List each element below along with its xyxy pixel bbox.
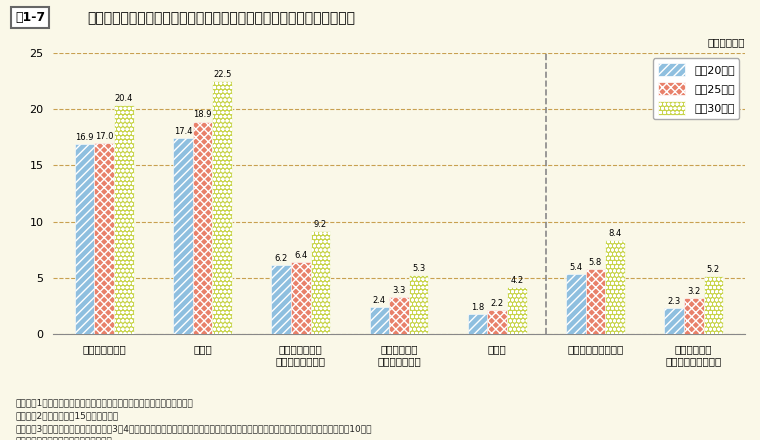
- Bar: [291, 262, 311, 334]
- Text: 20.4: 20.4: [115, 94, 133, 103]
- Text: 図1-7: 図1-7: [15, 11, 46, 24]
- Bar: [271, 264, 291, 334]
- Bar: [212, 81, 232, 334]
- Bar: [94, 143, 114, 334]
- Bar: [566, 274, 586, 334]
- Text: 3.2: 3.2: [687, 287, 701, 296]
- Text: 5.8: 5.8: [589, 258, 602, 267]
- Text: 9.2: 9.2: [314, 220, 327, 229]
- Text: 16.9: 16.9: [75, 133, 94, 142]
- Bar: [507, 287, 527, 334]
- Text: 5.3: 5.3: [412, 264, 426, 273]
- Text: 2.4: 2.4: [373, 296, 386, 305]
- Text: 18.9: 18.9: [193, 110, 212, 120]
- Bar: [193, 121, 212, 334]
- Bar: [311, 231, 331, 334]
- Text: 適用者に占める女性の割合: 適用者に占める女性の割合: [15, 438, 112, 440]
- Text: （単位：％）: （単位：％）: [708, 37, 745, 47]
- Text: 1.8: 1.8: [471, 303, 484, 312]
- Text: 2.3: 2.3: [667, 297, 681, 307]
- Bar: [389, 297, 409, 334]
- Text: 3.3: 3.3: [392, 286, 406, 295]
- Bar: [467, 314, 487, 334]
- Bar: [684, 298, 704, 334]
- Text: 6.4: 6.4: [294, 251, 307, 260]
- Legend: 平成20年度, 平成25年度, 平成30年度: 平成20年度, 平成25年度, 平成30年度: [653, 59, 739, 119]
- Text: 17.0: 17.0: [95, 132, 113, 141]
- Text: 5.4: 5.4: [569, 263, 582, 271]
- Text: 17.4: 17.4: [173, 127, 192, 136]
- Bar: [114, 105, 134, 334]
- Bar: [704, 276, 724, 334]
- Text: 6.2: 6.2: [274, 253, 288, 263]
- Text: 5.2: 5.2: [707, 265, 720, 274]
- Text: 各役職段階に占める女性の割合（行政職俸給表（一）、指定職俸給表）: 各役職段階に占める女性の割合（行政職俸給表（一）、指定職俸給表）: [87, 11, 356, 25]
- Bar: [487, 310, 507, 334]
- Bar: [369, 308, 389, 334]
- Bar: [586, 269, 605, 334]
- Text: 2　各年度１月15日現在の割合: 2 各年度１月15日現在の割合: [15, 411, 119, 420]
- Text: 2.2: 2.2: [491, 299, 504, 308]
- Bar: [664, 308, 684, 334]
- Bar: [173, 139, 193, 334]
- Bar: [409, 275, 429, 334]
- Text: （注）　1　人事院「一般職の国家公務員の任用状況調査報告」より作成: （注） 1 人事院「一般職の国家公務員の任用状況調査報告」より作成: [15, 398, 193, 407]
- Text: 3　係長級は行政俸給表（一）3、4級、本省課長補佐・地方機関の課長級は同５、６級、本省課室長・地方機関の長級は同７〜10級の: 3 係長級は行政俸給表（一）3、4級、本省課長補佐・地方機関の課長級は同５、６級…: [15, 425, 372, 433]
- Text: 22.5: 22.5: [213, 70, 231, 79]
- Text: 8.4: 8.4: [609, 229, 622, 238]
- Text: 4.2: 4.2: [510, 276, 524, 285]
- Bar: [74, 144, 94, 334]
- Bar: [605, 240, 625, 334]
